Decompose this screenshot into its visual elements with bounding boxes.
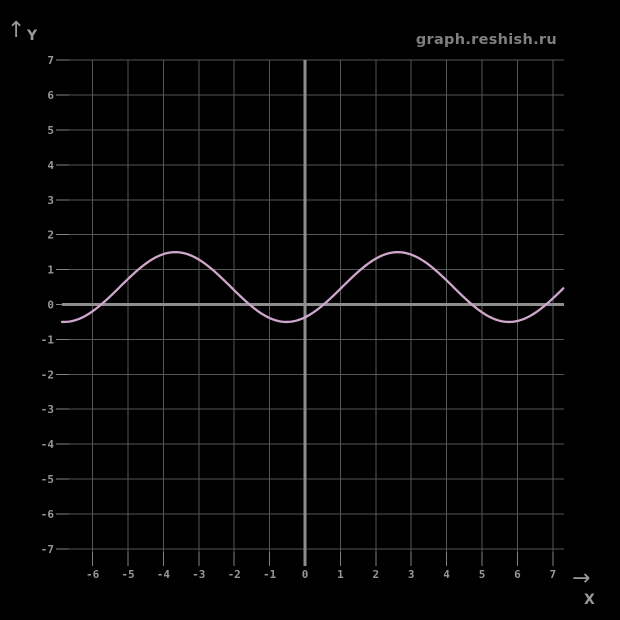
y-tick-label: -4 (41, 438, 55, 451)
x-tick-label: 6 (514, 568, 521, 581)
axes-lines (62, 60, 564, 566)
x-tick-labels: -6 -5 -4 -3 -2 -1 0 1 2 3 4 5 6 7 (86, 568, 556, 581)
x-tick-label: -4 (157, 568, 171, 581)
y-tick-label: -2 (41, 368, 54, 381)
y-tick-label: 1 (47, 264, 54, 277)
x-tick-label: -6 (86, 568, 100, 581)
x-tick-label: 2 (372, 568, 379, 581)
x-tick-label: 7 (549, 568, 556, 581)
y-tick-label: 6 (47, 89, 54, 102)
y-tick-label: 7 (47, 54, 54, 67)
site-watermark: graph.reshish.ru (415, 32, 557, 48)
x-tick-label: 0 (302, 568, 309, 581)
x-axis-arrow-icon: → (572, 566, 591, 591)
y-tick-labels: 7 6 5 4 3 2 1 0 -1 -2 -3 -4 -5 -6 -7 (41, 54, 55, 556)
x-tick-label: 1 (337, 568, 344, 581)
x-tick-label: -2 (228, 568, 241, 581)
y-tick-label: -1 (41, 333, 55, 346)
y-tick-label: 5 (47, 124, 54, 137)
y-tick-label: 0 (47, 299, 54, 312)
y-tick-label: 4 (47, 159, 54, 172)
x-tick-label: 5 (479, 568, 486, 581)
function-curve (60, 251, 565, 324)
x-tick-label: -5 (121, 568, 134, 581)
x-tick-label: -3 (192, 568, 205, 581)
y-tick-label: 3 (47, 194, 54, 207)
x-tick-label: 4 (443, 568, 450, 581)
y-axis-arrow-icon: ↑ (7, 18, 26, 43)
x-tick-label: 3 (408, 568, 415, 581)
y-axis-label: Y (27, 28, 38, 44)
y-tick-label: 2 (47, 229, 54, 242)
y-tick-label: -7 (41, 543, 54, 556)
x-axis-label: X (584, 592, 595, 608)
y-tick-label: -3 (41, 403, 54, 416)
x-tick-label: -1 (263, 568, 277, 581)
y-tick-label: -5 (41, 473, 54, 486)
y-tick-label: -6 (41, 508, 55, 521)
